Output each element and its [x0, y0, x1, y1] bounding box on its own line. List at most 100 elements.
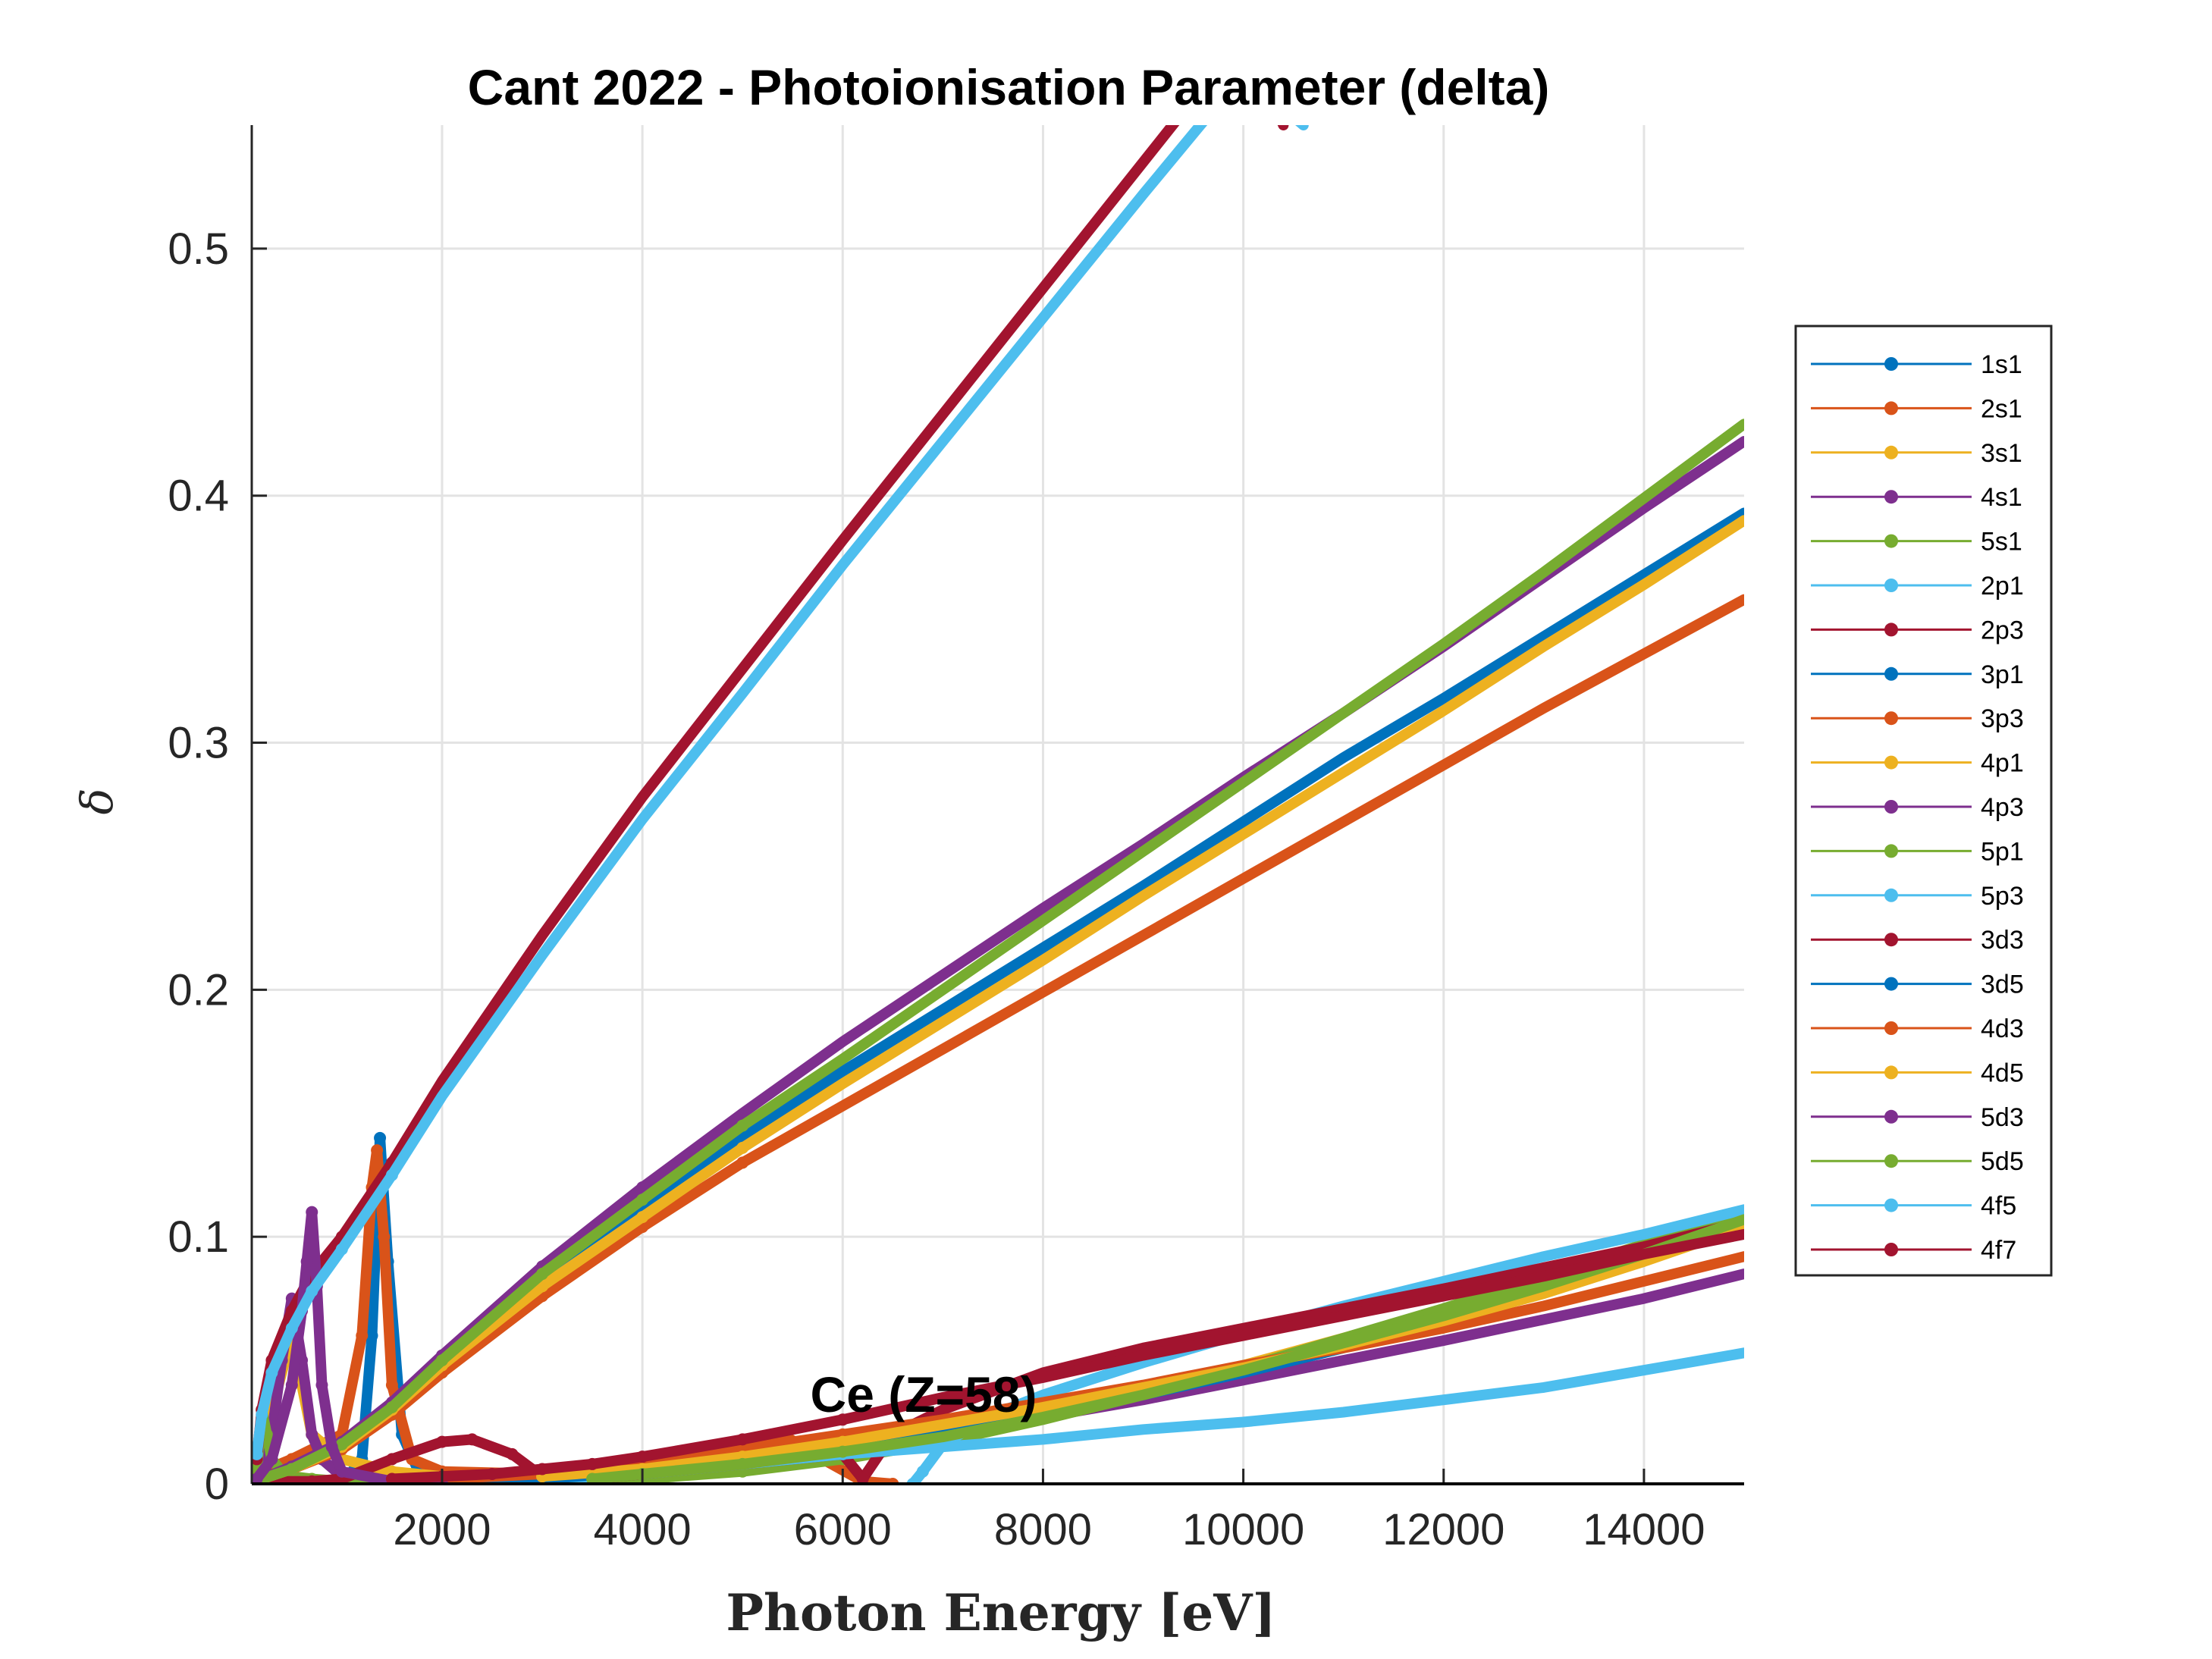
legend-item-5p3: 5p3	[1811, 882, 2024, 911]
data-point	[536, 1268, 549, 1281]
data-point	[636, 1450, 649, 1463]
legend-item-4f7: 4f7	[1811, 1236, 2016, 1265]
data-point	[335, 1465, 348, 1478]
legend-label: 2s1	[1981, 394, 2022, 423]
legend-item-4s1: 4s1	[1811, 483, 2022, 512]
data-point	[306, 1475, 318, 1484]
data-point	[536, 1463, 549, 1476]
legend-item-4d5: 4d5	[1811, 1058, 2024, 1087]
legend-swatch-marker	[1884, 1154, 1898, 1168]
legend-item-5p1: 5p1	[1811, 837, 2024, 866]
legend-swatch-marker	[1884, 623, 1898, 637]
legend-label: 3s1	[1981, 439, 2022, 468]
legend-swatch-marker	[1884, 579, 1898, 592]
element-annotation: Ce (Z=58)	[811, 1366, 1037, 1422]
legend-swatch-marker	[1884, 800, 1898, 814]
data-point	[836, 1413, 849, 1426]
data-point	[385, 1453, 398, 1466]
data-point	[366, 1329, 378, 1342]
legend-swatch-marker	[1884, 666, 1898, 681]
data-point	[371, 1144, 384, 1157]
x-tick-label: 10000	[1182, 1505, 1304, 1554]
series-4f5	[252, 125, 1309, 1460]
legend-item-4p1: 4p1	[1811, 749, 2024, 778]
data-point	[335, 1243, 348, 1256]
legend: 1s1 2s1 3s1 4s1 5s1 2p1 2p3 3p1 3p3 4p1 4p3 5p1 5p3 3…	[1794, 325, 2053, 1277]
legend-label: 5s1	[1981, 528, 2022, 557]
legend-swatch-marker	[1884, 1109, 1898, 1124]
legend-item-1s1: 1s1	[1811, 350, 2022, 379]
series-3d3	[252, 125, 1289, 1466]
data-point	[306, 1284, 318, 1297]
x-axis-label: Photon Energy [eV]	[726, 1583, 1275, 1642]
series-line-4f7	[386, 1228, 1744, 1484]
data-point	[300, 1255, 313, 1268]
legend-label: 4d3	[1981, 1015, 2024, 1043]
series-group	[252, 125, 1744, 1484]
x-tick-label: 8000	[994, 1505, 1092, 1554]
data-point	[435, 1354, 448, 1367]
legend-item-3d5: 3d5	[1811, 971, 2024, 999]
series-line-5d3	[252, 1206, 447, 1484]
y-axis-label: δ	[71, 789, 123, 815]
data-point	[736, 1457, 749, 1470]
x-tick-label: 12000	[1382, 1505, 1504, 1554]
data-point	[306, 1206, 318, 1218]
legend-label: 4p3	[1981, 793, 2024, 822]
legend-label: 4s1	[1981, 483, 2022, 512]
data-point	[306, 1428, 318, 1441]
legend-label: 3p1	[1981, 660, 2024, 689]
legend-swatch-marker	[1884, 1198, 1898, 1212]
data-point	[736, 1141, 749, 1154]
series-line-4f5	[252, 125, 1309, 1460]
x-tick-label: 6000	[794, 1505, 892, 1554]
series-line-5s1	[252, 1206, 1744, 1484]
legend-swatch-marker	[1884, 1065, 1898, 1080]
data-point	[586, 1472, 599, 1484]
legend-item-5d3: 5d3	[1811, 1103, 2024, 1132]
legend-label: 5p3	[1981, 882, 2024, 911]
legend-item-4f5: 4f5	[1811, 1192, 2016, 1221]
legend-label: 2p1	[1981, 572, 2024, 601]
data-point	[856, 1472, 869, 1484]
legend-label: 4p1	[1981, 749, 2024, 778]
legend-swatch-marker	[1884, 401, 1898, 416]
legend-swatch-marker	[1884, 490, 1898, 504]
data-point	[256, 1408, 268, 1421]
legend-label: 2p3	[1981, 616, 2024, 644]
y-tick-label: 0.2	[168, 965, 229, 1015]
tick-labels: 2000 4000 6000 8000 10000 12000 14000 0 0.1 0.2 0.…	[168, 224, 1705, 1554]
legend-item-2p1: 2p1	[1811, 572, 2024, 601]
legend-item-2p3: 2p3	[1811, 616, 2024, 644]
data-point	[385, 1472, 398, 1484]
data-point	[285, 1378, 298, 1391]
legend-label: 5d5	[1981, 1147, 2024, 1176]
legend-swatch-marker	[1884, 933, 1898, 947]
data-point	[265, 1366, 278, 1379]
series-5p1	[256, 419, 1744, 1484]
legend-item-2s1: 2s1	[1811, 394, 2022, 423]
series-4p1	[256, 515, 1744, 1484]
data-point	[636, 1211, 649, 1224]
legend-label: 1s1	[1981, 350, 2022, 379]
x-tick-label: 14000	[1583, 1505, 1705, 1554]
data-point	[385, 1378, 398, 1391]
data-point	[335, 1438, 348, 1450]
legend-label: 3d3	[1981, 926, 2024, 955]
legend-item-3p1: 3p1	[1811, 660, 2024, 689]
y-tick-label: 0	[205, 1460, 229, 1509]
chart-title: Cant 2022 - Photoionisation Parameter (d…	[468, 59, 1550, 115]
legend-swatch-marker	[1884, 357, 1898, 371]
data-point	[736, 1433, 749, 1446]
data-point	[836, 1435, 849, 1448]
legend-swatch-marker	[1884, 711, 1898, 726]
legend-swatch-marker	[1884, 755, 1898, 770]
data-point	[435, 1435, 448, 1448]
data-point	[916, 1465, 929, 1478]
data-point	[252, 1472, 263, 1484]
data-point	[378, 1231, 391, 1243]
legend-swatch-marker	[1884, 534, 1898, 548]
legend-swatch-marker	[1884, 445, 1898, 459]
legend-swatch-marker	[1884, 1243, 1898, 1256]
